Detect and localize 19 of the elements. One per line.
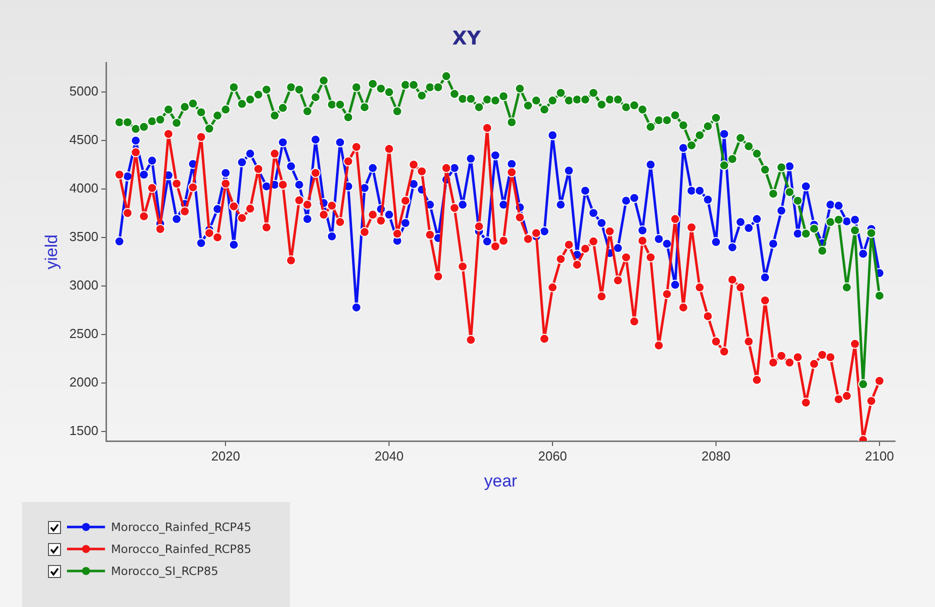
x-tick-label: 2060 [538, 448, 568, 464]
x-tick-label: 2080 [702, 448, 730, 464]
chart-title: XY [452, 27, 481, 50]
y-tick-label: 1500 [69, 422, 98, 438]
x-tick-label: 2020 [211, 448, 240, 464]
y-tick-label: 4500 [69, 132, 98, 147]
legend-label: Morocco_Rainfed_RCP85 [111, 542, 252, 556]
x-tick-label: 2040 [374, 448, 404, 464]
y-axis-title: yield [42, 234, 61, 270]
x-axis-title: year [484, 471, 518, 490]
y-tick-label: 4000 [69, 180, 98, 196]
y-tick-label: 5000 [69, 83, 98, 98]
y-tick-label: 2000 [69, 374, 98, 390]
x-tick-label: 2100 [865, 448, 894, 464]
legend-label: Morocco_Rainfed_RCP45 [111, 520, 252, 534]
y-tick-label: 2500 [69, 326, 98, 341]
y-tick-label: 3000 [69, 277, 98, 292]
y-tick-label: 3500 [69, 228, 98, 244]
legend-label: Morocco_SI_RCP85 [111, 564, 218, 578]
